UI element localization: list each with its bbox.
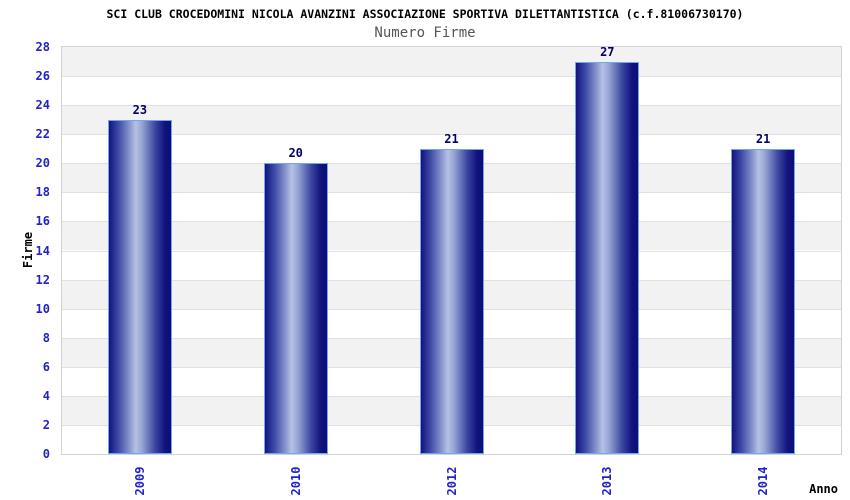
bar-value-label: 21 [755,131,771,146]
y-tick-label: 18 [35,185,50,200]
bar-2014 [731,148,796,454]
gridline [62,105,841,107]
bar-2013 [575,61,640,454]
bar-2012 [419,148,484,454]
gridline [62,134,841,136]
y-tick-label: 4 [42,388,50,403]
y-tick-label: 0 [42,447,50,461]
plot-band [62,76,841,106]
y-tick-label: 2 [42,417,50,432]
bar-value-label: 23 [132,102,148,117]
y-tick-label: 14 [35,243,50,258]
y-tick-label: 26 [35,69,50,84]
bar-2009 [107,119,172,454]
x-tick-label: 2010 [288,466,303,496]
x-axis-title: Anno [809,482,838,496]
bar-2010 [263,163,328,454]
x-tick-label: 2014 [756,466,771,496]
y-axis-title: Firme [21,231,35,269]
y-tick-label: 16 [35,214,50,229]
y-tick-label: 10 [35,301,50,316]
plot-band [62,105,841,135]
y-tick-label: 28 [35,40,50,54]
y-tick-label: 22 [35,127,50,142]
y-tick-label: 6 [42,359,50,374]
y-tick-label: 20 [35,156,50,171]
y-tick-label: 8 [42,330,50,345]
plot-band [62,47,841,77]
chart-subtitle: Numero Firme [374,25,476,41]
bar-value-label: 20 [288,146,303,161]
y-tick-label: 24 [35,98,50,113]
bar-value-label: 27 [600,44,615,59]
y-tick-label: 12 [35,272,50,287]
bar-value-label: 21 [444,131,459,146]
chart-title: SCI CLUB CROCEDOMINI NICOLA AVANZINI ASS… [106,7,744,21]
x-tick-label: 2013 [600,466,615,496]
gridline [62,76,841,78]
x-tick-label: 2009 [132,466,147,496]
plot-area [61,46,842,455]
x-tick-label: 2012 [444,466,459,496]
